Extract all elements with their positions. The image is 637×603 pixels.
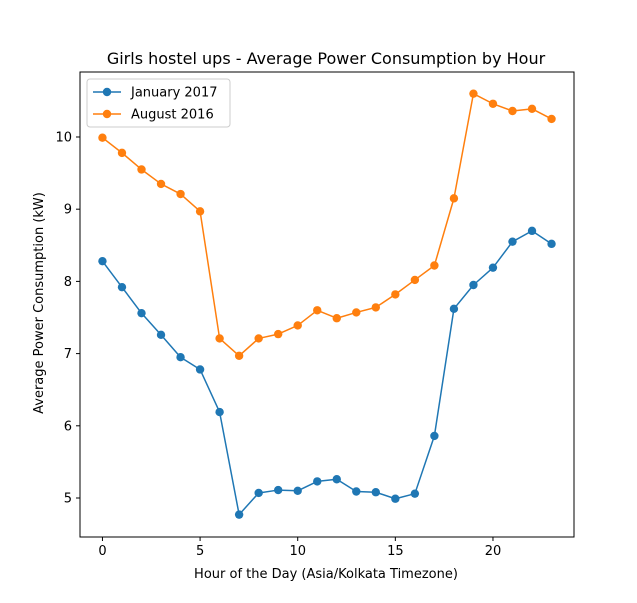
axes-frame xyxy=(79,71,575,538)
data-point xyxy=(195,207,205,216)
data-point xyxy=(488,99,498,108)
plot-area: 0 5 10 15 20 5 6 7 8 9 10 January 2017 August 2016 xyxy=(55,71,575,559)
y-tick-label: 10 xyxy=(55,130,72,145)
data-point xyxy=(508,106,517,116)
legend-marker xyxy=(102,87,112,97)
x-tick-label: 15 xyxy=(387,544,404,559)
data-point xyxy=(352,487,361,496)
data-point xyxy=(391,494,400,503)
data-point xyxy=(156,330,166,340)
data-point xyxy=(176,353,185,362)
data-point xyxy=(449,194,459,203)
data-point xyxy=(137,308,146,318)
x-tick-label: 5 xyxy=(196,544,204,559)
data-point xyxy=(254,334,263,343)
y-axis-label: Average Power Consumption (kW) xyxy=(32,192,47,414)
data-point xyxy=(293,321,302,330)
data-point xyxy=(254,488,263,498)
data-point xyxy=(98,133,107,142)
data-point xyxy=(137,165,146,174)
data-point xyxy=(293,486,302,495)
data-point xyxy=(195,365,205,374)
data-point xyxy=(508,237,517,246)
series-line xyxy=(101,230,553,516)
legend: January 2017 August 2016 xyxy=(86,78,231,128)
data-point xyxy=(98,256,107,266)
data-point xyxy=(527,226,537,236)
data-point xyxy=(273,329,283,339)
data-point xyxy=(410,275,420,285)
data-point xyxy=(410,489,420,498)
data-point xyxy=(313,306,322,315)
data-point xyxy=(117,148,127,158)
data-point xyxy=(488,263,498,272)
data-point xyxy=(547,114,556,124)
y-tick-label: 8 xyxy=(64,275,72,290)
legend-marker xyxy=(102,109,112,119)
data-point xyxy=(430,431,439,441)
data-point xyxy=(234,510,244,519)
data-point xyxy=(313,477,322,486)
data-point xyxy=(430,261,439,270)
x-tick-label: 10 xyxy=(289,544,306,559)
data-point xyxy=(332,314,341,323)
data-point xyxy=(156,179,166,189)
data-point xyxy=(391,290,400,299)
data-point xyxy=(371,303,381,312)
series-group xyxy=(98,89,556,360)
data-point xyxy=(234,351,244,360)
data-point xyxy=(371,488,381,497)
data-point xyxy=(352,308,361,317)
y-tick-label: 6 xyxy=(64,419,72,434)
data-point xyxy=(332,475,341,484)
chart-title: Girls hostel ups - Average Power Consump… xyxy=(107,49,546,68)
series-group xyxy=(98,226,556,519)
data-point xyxy=(273,485,283,495)
legend-label: August 2016 xyxy=(131,108,214,123)
data-point xyxy=(215,407,224,417)
data-point xyxy=(527,104,537,114)
y-tick-label: 9 xyxy=(64,203,72,218)
y-tick-label: 7 xyxy=(64,347,72,362)
data-point xyxy=(469,280,478,290)
legend-box xyxy=(86,78,231,128)
legend-label: January 2017 xyxy=(130,86,218,101)
data-point xyxy=(176,189,185,199)
data-point xyxy=(117,282,127,292)
data-point xyxy=(547,239,556,249)
data-point xyxy=(469,89,478,98)
x-axis-label: Hour of the Day (Asia/Kolkata Timezone) xyxy=(194,567,458,582)
data-point xyxy=(449,304,459,314)
x-tick-label: 0 xyxy=(98,544,106,559)
x-tick-label: 20 xyxy=(485,544,502,559)
data-point xyxy=(215,334,224,343)
y-tick-label: 5 xyxy=(64,492,72,507)
